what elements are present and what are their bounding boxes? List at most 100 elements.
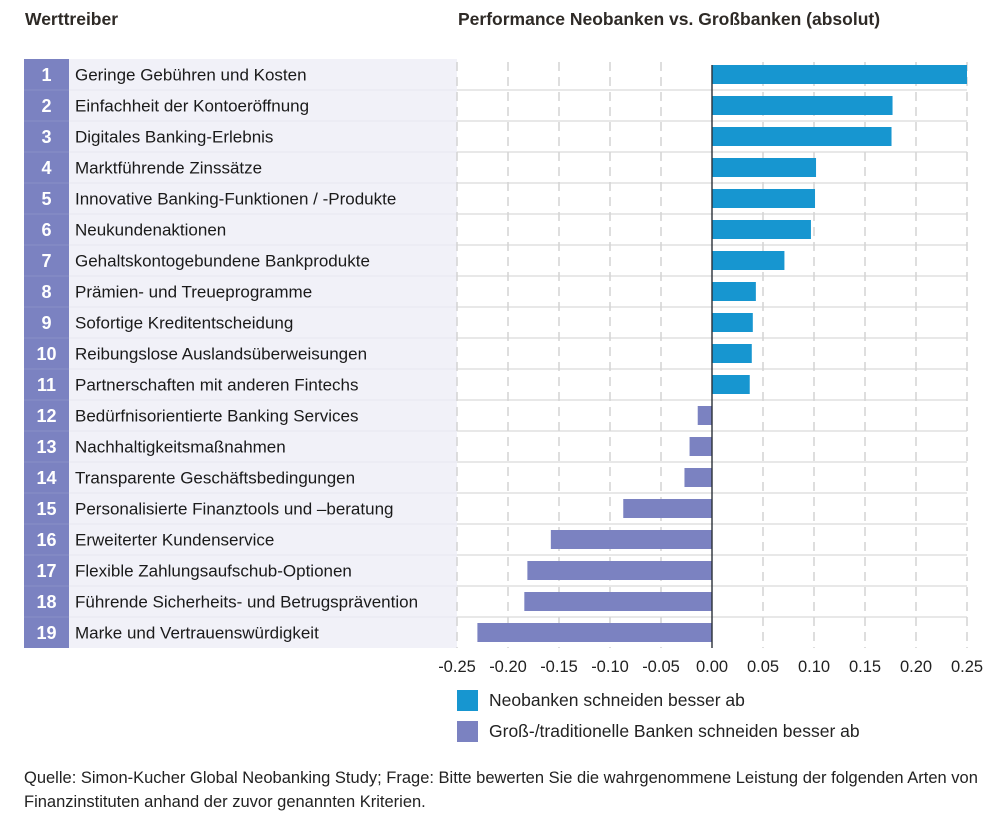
bar: [712, 127, 892, 146]
category-label: Einfachheit der Kontoeröffnung: [75, 97, 309, 116]
x-tick-label: -0.25: [438, 658, 476, 676]
bar: [712, 189, 816, 208]
category-row: 4 Marktführende Zinssätze: [24, 151, 457, 183]
bar: [524, 592, 712, 611]
category-label: Sofortige Kreditentscheidung: [75, 314, 293, 333]
bar: [697, 406, 712, 425]
bar: [527, 561, 712, 580]
category-row: 3 Digitales Banking-Erlebnis: [24, 120, 457, 152]
rank-cell: [24, 152, 69, 183]
rank-number: 2: [41, 96, 51, 116]
bar: [712, 313, 753, 332]
x-tick-label: -0.05: [642, 658, 680, 676]
label-cell: [69, 307, 457, 338]
category-label: Reibungslose Auslandsüberweisungen: [75, 345, 367, 364]
category-label: Marktführende Zinssätze: [75, 159, 262, 178]
rank-cell: [24, 245, 69, 276]
rank-cell: [24, 493, 69, 524]
category-row: 9 Sofortige Kreditentscheidung: [24, 306, 457, 338]
rank-number: 15: [36, 499, 56, 519]
x-tick-label: -0.20: [489, 658, 527, 676]
category-row: 17 Flexible Zahlungsaufschub-Optionen: [24, 554, 457, 586]
bar: [712, 282, 756, 301]
rank-number: 14: [36, 468, 56, 488]
legend-swatch-grossbanken: [457, 721, 478, 742]
label-cell: [69, 431, 457, 462]
label-cell: [69, 369, 457, 400]
category-label: Prämien- und Treueprogramme: [75, 283, 312, 302]
label-cell: [69, 493, 457, 524]
rank-cell: [24, 431, 69, 462]
bar: [712, 220, 811, 239]
rank-cell: [24, 276, 69, 307]
x-tick-label: 0.15: [849, 658, 881, 676]
x-tick-label: 0.20: [900, 658, 932, 676]
category-row: 8 Prämien- und Treueprogramme: [24, 275, 457, 307]
bars: [477, 65, 967, 642]
category-row: 11 Partnerschaften mit anderen Fintechs: [24, 368, 457, 400]
rank-number: 13: [36, 437, 56, 457]
rank-cell: [24, 338, 69, 369]
bar: [712, 344, 752, 363]
category-label: Nachhaltigkeitsmaßnahmen: [75, 438, 286, 457]
category-label: Bedürfnisorientierte Banking Services: [75, 407, 358, 426]
rank-cell: [24, 462, 69, 493]
label-cell: [69, 183, 457, 214]
x-tick-label: -0.10: [591, 658, 629, 676]
rank-number: 10: [36, 344, 56, 364]
label-cell: [69, 462, 457, 493]
rank-number: 17: [36, 561, 56, 581]
x-tick-labels: -0.25 -0.20 -0.15 -0.10 -0.05 0.00 0.05 0.10 0.1…: [438, 658, 983, 676]
rank-cell: [24, 183, 69, 214]
category-label: Digitales Banking-Erlebnis: [75, 128, 273, 147]
rank-cell: [24, 586, 69, 617]
legend-item-neobanken: Neobanken schneiden besser ab: [457, 690, 745, 711]
legend-label-neobanken: Neobanken schneiden besser ab: [489, 690, 745, 710]
bar: [712, 251, 785, 270]
chart-title: Performance Neobanken vs. Großbanken (ab…: [458, 9, 881, 29]
category-row: 14 Transparente Geschäftsbedingungen: [24, 461, 457, 493]
category-label: Personalisierte Finanztools und –beratun…: [75, 500, 393, 519]
rank-cell: [24, 369, 69, 400]
rank-number: 18: [36, 592, 56, 612]
bar: [550, 530, 712, 549]
category-row: 18 Führende Sicherheits- und Betrugspräve…: [24, 585, 457, 617]
category-row: 19 Marke und Vertrauenswürdigkeit: [24, 616, 457, 648]
category-label: Gehaltskontogebundene Bankprodukte: [75, 252, 370, 271]
source-note: Quelle: Simon-Kucher Global Neobanking S…: [24, 769, 978, 811]
bar: [623, 499, 712, 518]
category-rows: 1 Geringe Gebühren und Kosten 2 Einfachheit…: [24, 59, 457, 648]
rank-cell: [24, 214, 69, 245]
rank-cell: [24, 555, 69, 586]
category-row: 1 Geringe Gebühren und Kosten: [24, 59, 457, 90]
category-row: 6 Neukundenaktionen: [24, 213, 457, 245]
x-tick-label: 0.05: [747, 658, 779, 676]
category-label: Erweiterter Kundenservice: [75, 531, 274, 550]
label-cell: [69, 617, 457, 648]
rank-number: 19: [36, 623, 56, 643]
rank-cell: [24, 121, 69, 152]
rank-cell: [24, 307, 69, 338]
rank-cell: [24, 524, 69, 555]
rank-number: 6: [41, 220, 51, 240]
legend-swatch-neobanken: [457, 690, 478, 711]
x-tick-label: 0.00: [696, 658, 728, 676]
bar: [712, 375, 750, 394]
category-row: 2 Einfachheit der Kontoeröffnung: [24, 89, 457, 121]
category-label: Flexible Zahlungsaufschub-Optionen: [75, 562, 352, 581]
bar: [712, 65, 967, 84]
x-tick-label: 0.10: [798, 658, 830, 676]
legend-item-grossbanken: Groß-/traditionelle Banken schneiden bes…: [457, 721, 860, 742]
category-label: Führende Sicherheits- und Betrugsprävent…: [75, 593, 418, 612]
label-cell: [69, 121, 457, 152]
rank-number: 1: [41, 65, 51, 85]
bar: [689, 437, 712, 456]
label-cell: [69, 59, 457, 90]
category-row: 7 Gehaltskontogebundene Bankprodukte: [24, 244, 457, 276]
rank-number: 3: [41, 127, 51, 147]
rank-number: 9: [41, 313, 51, 333]
category-label: Innovative Banking-Funktionen / -Produkt…: [75, 190, 396, 209]
category-row: 12 Bedürfnisorientierte Banking Services: [24, 399, 457, 431]
label-cell: [69, 555, 457, 586]
rank-number: 5: [41, 189, 51, 209]
